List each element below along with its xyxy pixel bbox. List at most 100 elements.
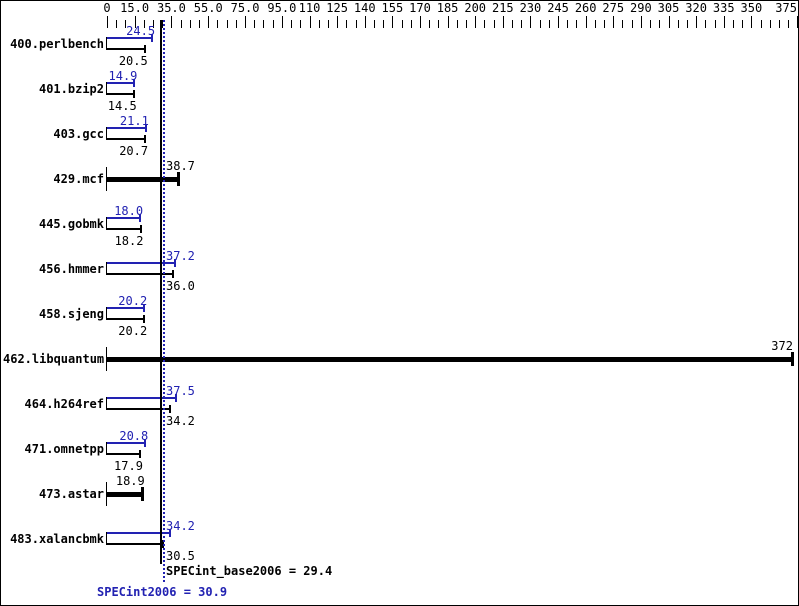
axis-minor-tick (402, 20, 403, 28)
bar-end-cap (790, 352, 794, 366)
axis-minor-tick (521, 20, 522, 28)
base-bar (107, 408, 170, 410)
axis-minor-tick (374, 20, 375, 28)
axis-minor-tick (346, 20, 347, 28)
axis-tick-label: 55.0 (193, 1, 223, 15)
axis-major-tick (107, 16, 108, 28)
x-axis: 0 15.0 35.0 55.0 75.0 95.0 110 125 140 155 170 185 2… (1, 1, 798, 29)
base-bar (107, 318, 145, 320)
axis-minor-tick (291, 20, 292, 28)
axis-major-tick (641, 16, 642, 28)
peak-bar (107, 217, 141, 219)
axis-major-tick (696, 16, 697, 28)
axis-minor-tick (263, 20, 264, 28)
axis-minor-tick (622, 20, 623, 28)
bar-value-label: 372 (771, 339, 793, 353)
row-axis-bracket (106, 217, 107, 230)
base-peak-bar (107, 177, 179, 182)
benchmark-name: 458.sjeng (38, 307, 104, 321)
row-axis-bracket (106, 532, 107, 545)
benchmark-name: 473.astar (38, 487, 104, 501)
axis-tick-label: 275 (602, 1, 625, 15)
row-axis-bracket (106, 82, 107, 95)
benchmark-name: 456.hmmer (38, 262, 104, 276)
peak-value-label: 37.5 (166, 384, 195, 398)
benchmark-name: 400.perlbench (10, 37, 104, 51)
peak-value-label: 34.2 (166, 519, 195, 533)
axis-minor-tick (217, 20, 218, 28)
peak-bar (107, 307, 145, 309)
axis-major-tick (724, 16, 725, 28)
axis-minor-tick (429, 20, 430, 28)
peak-bar-end-cap (144, 124, 147, 132)
base-bar (107, 138, 146, 140)
axis-major-tick (613, 16, 614, 28)
axis-minor-tick (125, 20, 126, 28)
base-bar-end-cap (143, 45, 146, 53)
axis-minor-tick (144, 20, 145, 28)
axis-major-tick (282, 16, 283, 28)
axis-minor-tick (162, 20, 163, 28)
axis-minor-tick (761, 20, 762, 28)
axis-tick-label: 110 (298, 1, 321, 15)
peak-mean-line (163, 20, 165, 584)
peak-bar (107, 397, 177, 399)
benchmark-name: 483.xalancbmk (10, 532, 104, 546)
axis-minor-tick (300, 20, 301, 28)
peak-bar (107, 37, 153, 39)
axis-major-tick (245, 16, 246, 28)
axis-tick-label: 200 (464, 1, 487, 15)
base-value-label: 14.5 (107, 99, 137, 113)
base-value-label: 34.2 (166, 414, 195, 428)
peak-value-label: 14.9 (108, 69, 138, 83)
axis-tick-label: 15.0 (120, 1, 150, 15)
base-bar-end-cap (168, 405, 171, 413)
bar-value-label: 38.7 (166, 159, 195, 173)
axis-minor-tick (687, 20, 688, 28)
peak-bar-end-cap (143, 304, 146, 312)
base-bar (107, 273, 174, 275)
base-bar (107, 543, 164, 545)
axis-tick-label: 95.0 (267, 1, 297, 15)
axis-minor-tick (319, 20, 320, 28)
axis-major-tick (208, 16, 209, 28)
axis-minor-tick (411, 20, 412, 28)
axis-minor-tick (227, 20, 228, 28)
base-bar-end-cap (138, 450, 141, 458)
peak-bar (107, 262, 176, 264)
base-value-label: 17.9 (114, 459, 143, 473)
axis-tick-label: 185 (436, 1, 459, 15)
axis-minor-tick (576, 20, 577, 28)
axis-tick-label: 155 (381, 1, 404, 15)
benchmark-name: 401.bzip2 (38, 82, 104, 96)
base-value-label: 30.5 (166, 549, 195, 563)
peak-bar (107, 127, 146, 129)
base-peak-bar (107, 357, 792, 362)
benchmark-name: 445.gobmk (38, 217, 104, 231)
axis-tick-label: 140 (353, 1, 376, 15)
axis-minor-tick (199, 20, 200, 28)
base-value-label: 20.5 (118, 54, 148, 68)
peak-value-label: 20.2 (118, 294, 148, 308)
axis-minor-tick (659, 20, 660, 28)
axis-major-tick (337, 16, 338, 28)
peak-bar-end-cap (168, 529, 171, 537)
axis-major-tick (365, 16, 366, 28)
row-axis-bracket (106, 442, 107, 455)
benchmark-name: 429.mcf (53, 172, 104, 186)
axis-minor-tick (632, 20, 633, 28)
axis-major-tick (751, 16, 752, 28)
row-axis-bracket (106, 262, 107, 275)
base-bar (107, 453, 140, 455)
axis-major-tick (448, 16, 449, 28)
bar-value-label: 18.9 (115, 474, 145, 488)
axis-minor-tick (383, 20, 384, 28)
axis-major-tick (586, 16, 587, 28)
axis-minor-tick (715, 20, 716, 28)
axis-minor-tick (733, 20, 734, 28)
axis-minor-tick (181, 20, 182, 28)
peak-bar-end-cap (151, 34, 154, 42)
peak-bar (107, 442, 146, 444)
axis-minor-tick (494, 20, 495, 28)
